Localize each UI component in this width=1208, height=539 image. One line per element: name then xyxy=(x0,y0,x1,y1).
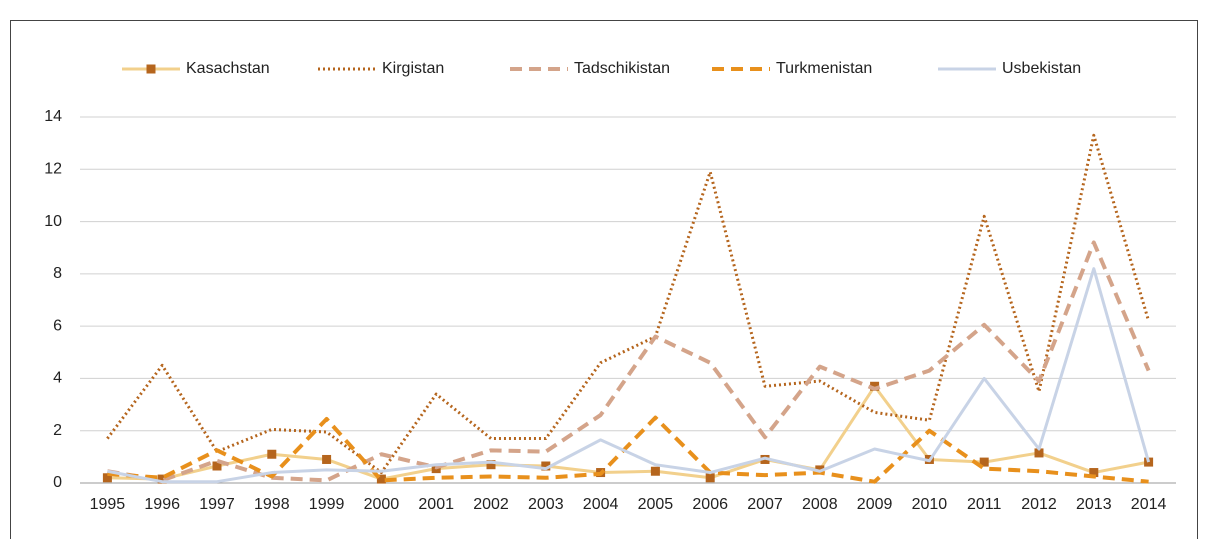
x-tick-label: 2013 xyxy=(1076,496,1112,513)
x-tick-label: 2007 xyxy=(747,496,783,513)
marker xyxy=(1034,448,1044,458)
series-line xyxy=(107,240,1151,483)
marker xyxy=(157,474,167,484)
x-tick-label: 2012 xyxy=(1021,496,1057,513)
x-tick-label: 2005 xyxy=(638,496,674,513)
legend-marker xyxy=(146,64,156,74)
y-tick-label: 4 xyxy=(53,370,62,387)
marker xyxy=(102,473,112,483)
legend-label: Usbekistan xyxy=(1002,60,1081,77)
marker xyxy=(212,461,222,471)
marker xyxy=(979,457,989,467)
marker xyxy=(1089,468,1099,478)
x-tick-label: 2001 xyxy=(418,496,454,513)
legend-label: Tadschikistan xyxy=(574,60,670,77)
x-tick-label: 2009 xyxy=(857,496,893,513)
legend-label: Kirgistan xyxy=(382,60,444,77)
x-tick-label: 2014 xyxy=(1131,496,1167,513)
x-tick-label: 2006 xyxy=(692,496,728,513)
x-tick-label: 2000 xyxy=(364,496,400,513)
marker xyxy=(376,474,386,484)
x-tick-label: 1996 xyxy=(144,496,180,513)
x-tick-label: 2010 xyxy=(912,496,948,513)
series-line xyxy=(107,267,1151,484)
x-tick-label: 2004 xyxy=(583,496,619,513)
marker xyxy=(541,461,551,471)
y-tick-label: 14 xyxy=(44,108,62,125)
marker xyxy=(705,473,715,483)
y-tick-label: 10 xyxy=(44,213,62,230)
x-tick-label: 2003 xyxy=(528,496,564,513)
y-tick-label: 2 xyxy=(53,422,62,439)
series-line xyxy=(106,133,1151,475)
y-tick-label: 12 xyxy=(44,161,62,178)
marker xyxy=(322,454,332,464)
marker xyxy=(267,449,277,459)
x-tick-label: 1995 xyxy=(90,496,126,513)
y-tick-label: 0 xyxy=(53,474,62,491)
legend-label: Kasachstan xyxy=(186,60,270,77)
x-tick-label: 1998 xyxy=(254,496,290,513)
chart-frame xyxy=(10,20,1198,539)
x-tick-label: 2002 xyxy=(473,496,509,513)
marker xyxy=(650,466,660,476)
x-tick-label: 2008 xyxy=(802,496,838,513)
marker xyxy=(486,460,496,470)
series-line xyxy=(107,415,1149,484)
y-tick-label: 6 xyxy=(53,317,62,334)
y-tick-label: 8 xyxy=(53,265,62,282)
x-tick-label: 2011 xyxy=(967,496,1002,513)
marker xyxy=(870,381,880,391)
x-tick-label: 1997 xyxy=(199,496,235,513)
legend-label: Turkmenistan xyxy=(776,60,872,77)
x-tick-label: 1999 xyxy=(309,496,345,513)
